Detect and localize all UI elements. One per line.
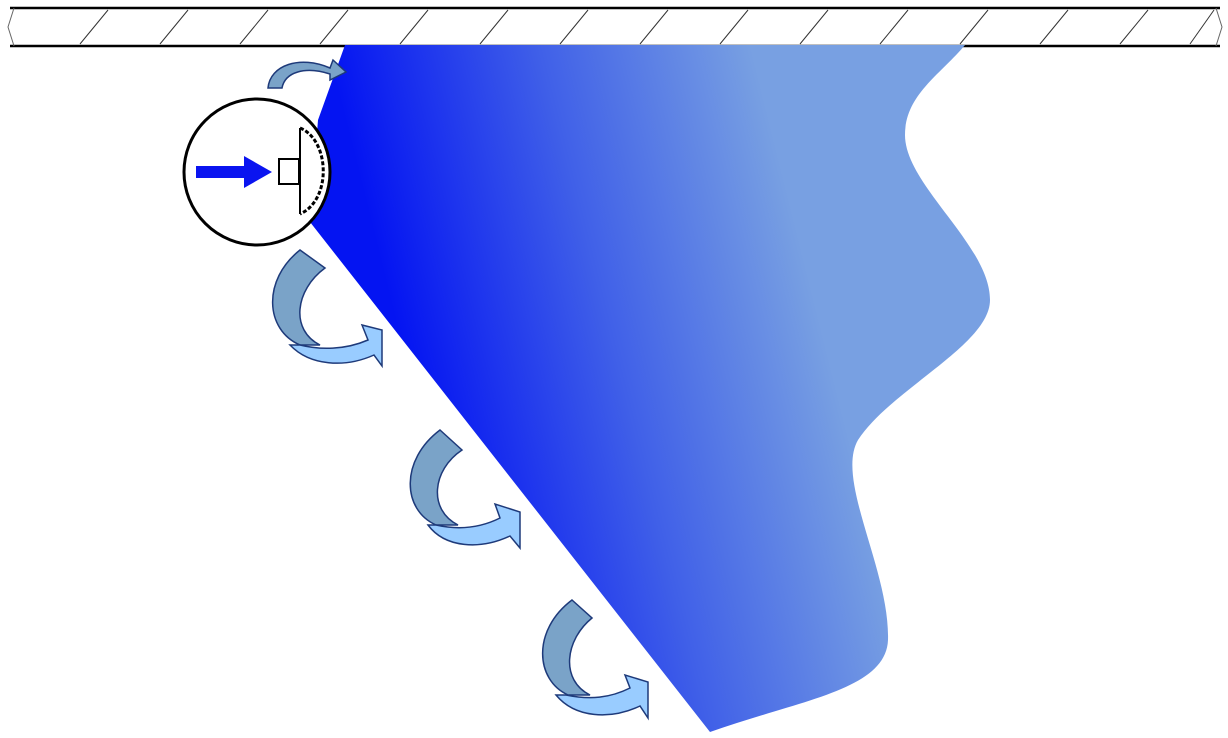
recirculation-arrows — [267, 58, 649, 721]
air-plume — [310, 45, 990, 732]
diffuser — [182, 97, 332, 247]
ceiling — [7, 6, 1223, 48]
